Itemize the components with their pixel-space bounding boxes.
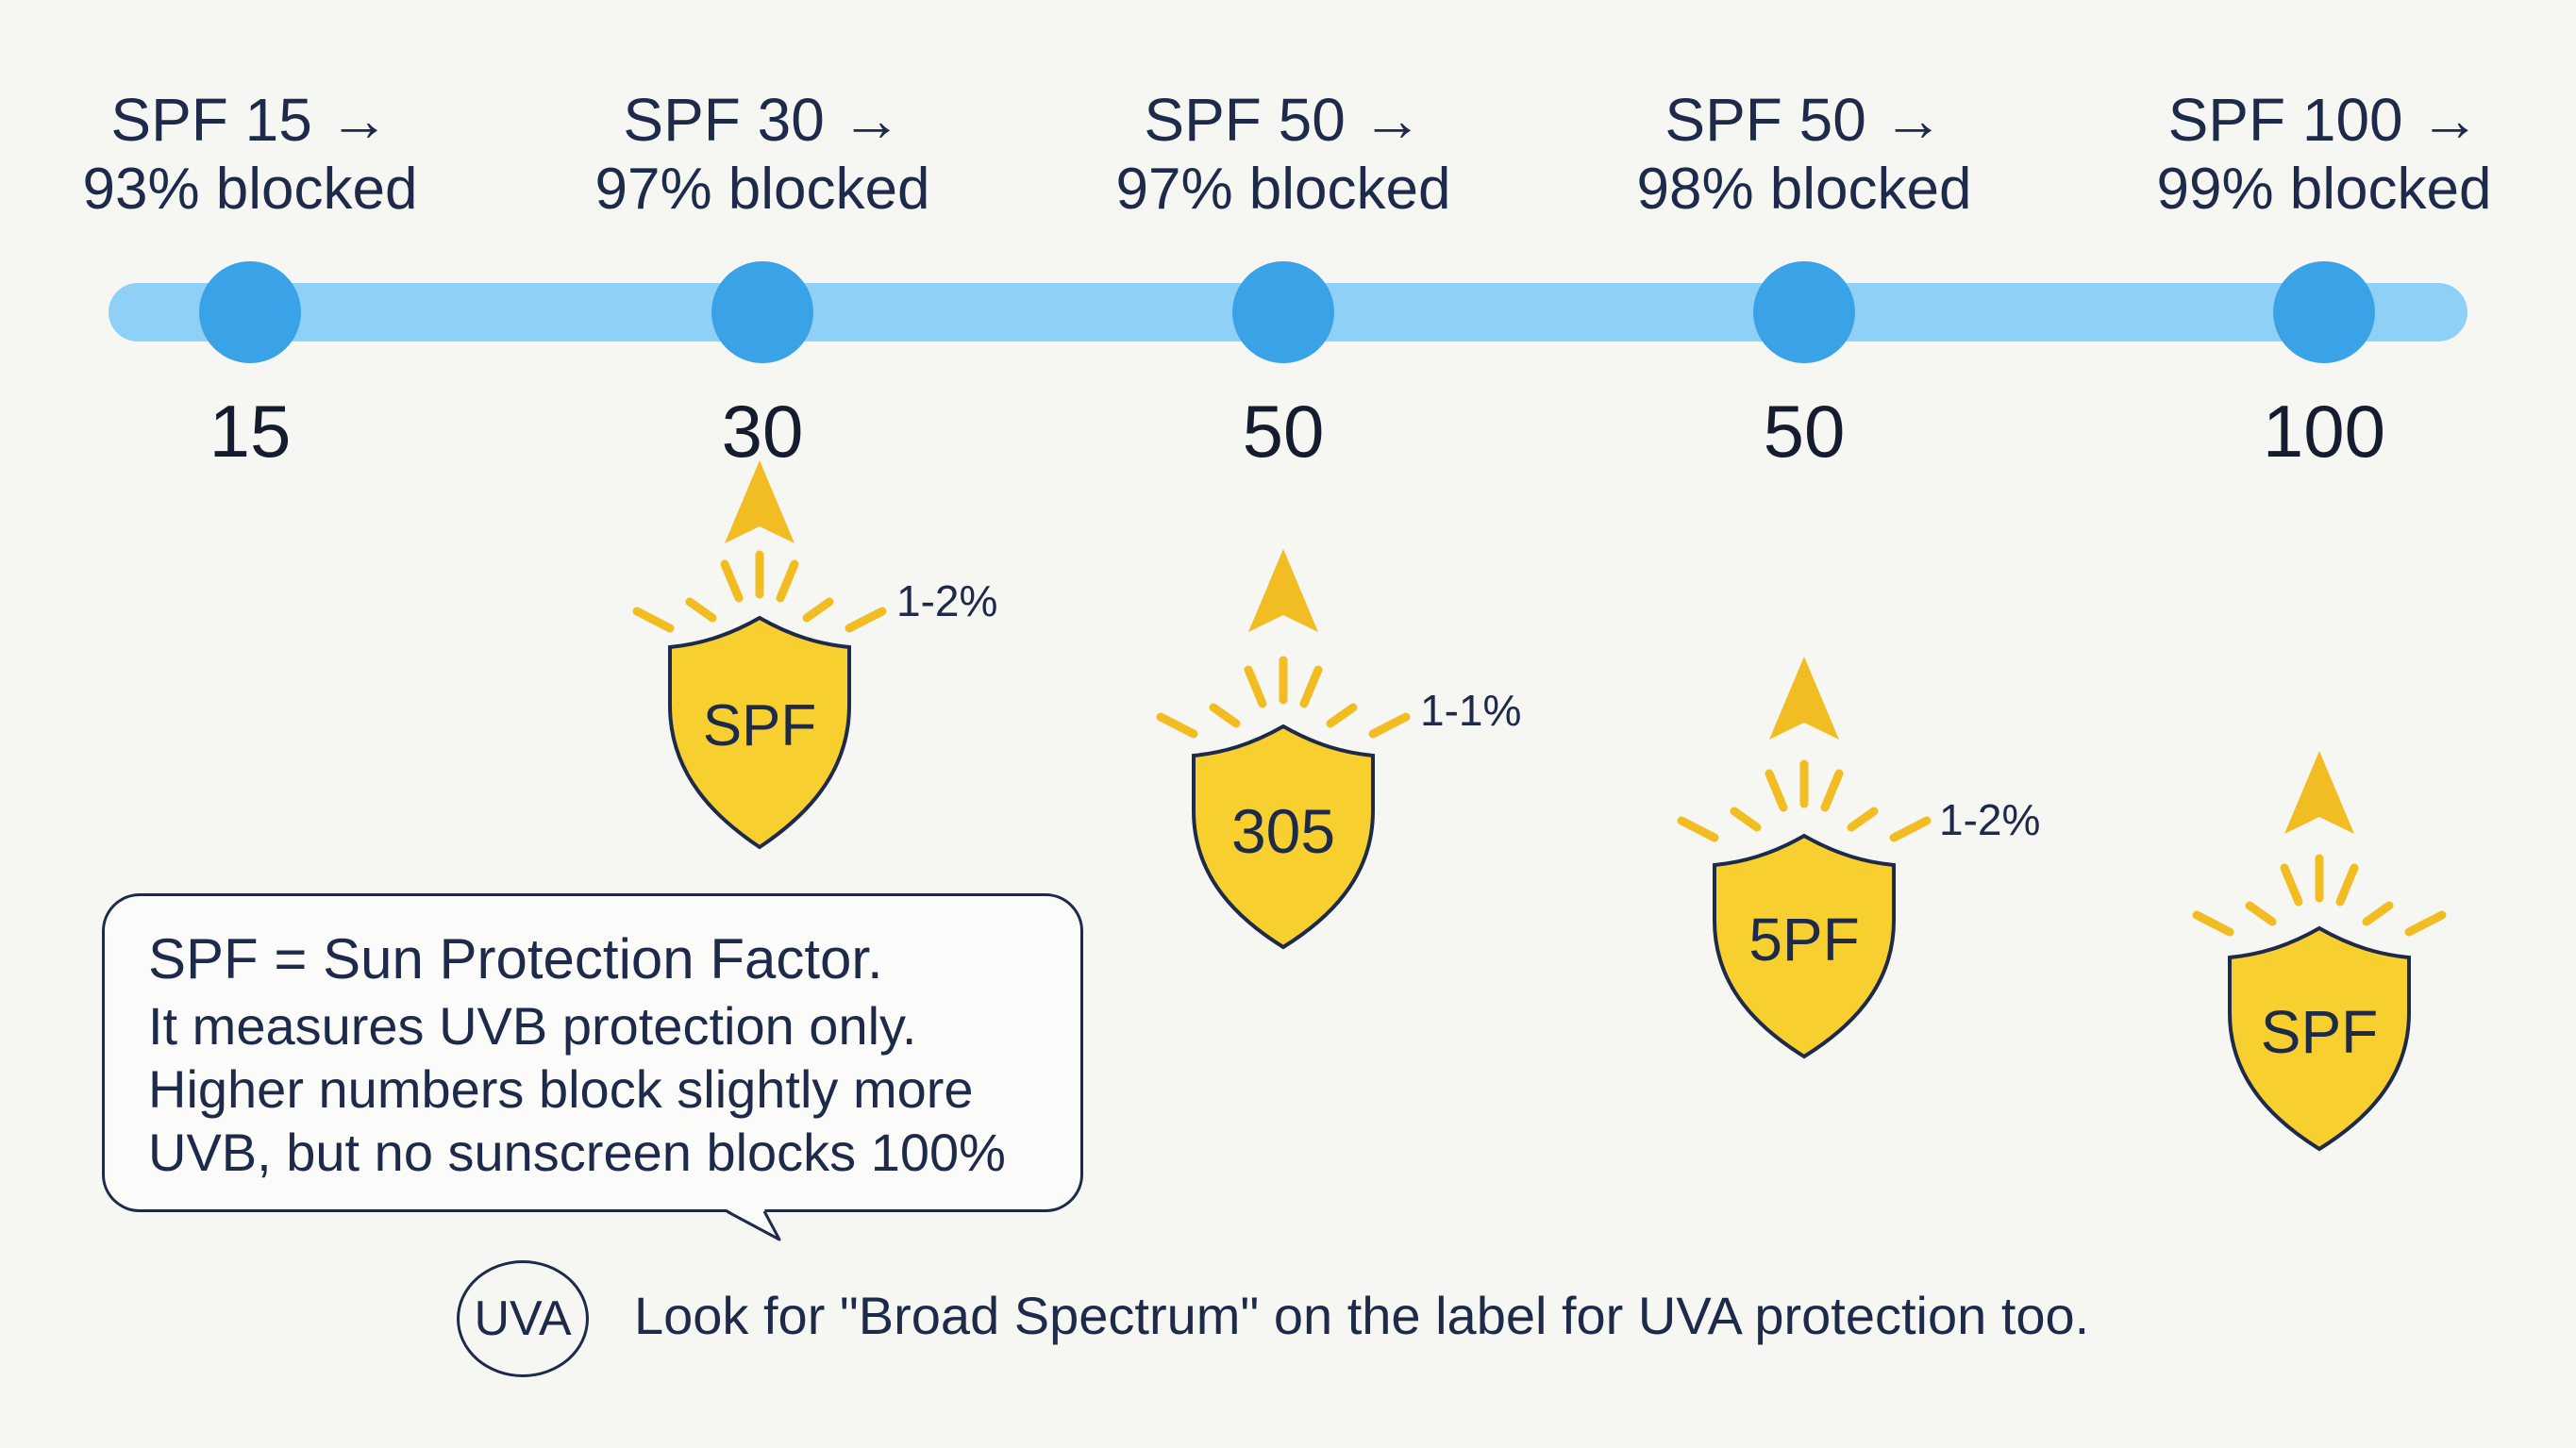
up-arrow-icon [1248,549,1318,632]
uva-badge: UVA [457,1260,589,1377]
shield-body [668,615,851,850]
shield-body [1713,833,1896,1059]
callout-tail [727,1209,781,1241]
sun-rays-icon [2192,854,2447,937]
stop-heading-spf-50-b: SPF 50 → 98% blocked [1597,85,2012,225]
tick-label: 100 [2262,390,2386,473]
sun-rays-icon [1677,759,1932,842]
shield-percent: 1-2% [896,576,998,625]
stop-heading: SPF 50 → [1144,86,1423,154]
callout-title: SPF = Sun Protection Factor. [148,927,883,990]
stop-blocked: 93% blocked [82,157,418,222]
shield-label: 305 [1231,796,1335,866]
callout-line: It measures UVB protection only. [148,996,917,1056]
stop-heading: SPF 15 → [110,86,390,154]
shield-label: SPF [703,693,817,758]
callout-line: UVB, but no sunscreen blocks 100% [148,1123,1006,1182]
timeline-node [2273,261,2375,363]
timeline-node [199,261,301,363]
tick-label: 50 [1242,390,1325,473]
shield-label: 5PF [1748,906,1859,974]
stop-heading: SPF 30 → [623,86,902,154]
tick-label: 15 [209,390,292,473]
shield-icon: 305 [1156,549,1411,950]
stop-heading: SPF 50 → [1664,86,1944,154]
up-arrow-icon [1769,657,1839,740]
timeline-node [1232,261,1334,363]
sun-rays-icon [632,550,887,633]
stop-blocked: 99% blocked [2156,157,2492,222]
sun-rays-icon [1156,656,1411,739]
up-arrow-icon [725,460,795,543]
stop-blocked: 98% blocked [1636,157,1972,222]
stop-blocked: 97% blocked [594,157,930,222]
shield-icon: 5PF [1677,657,1932,1059]
timeline-node [711,261,813,363]
info-callout: SPF = Sun Protection Factor. It measures… [102,893,1083,1212]
callout-line: Higher numbers block slightly more [148,1059,974,1119]
timeline-node [1753,261,1855,363]
shield-label: SPF [2261,998,2378,1066]
shield-icon: SPF [632,460,887,850]
shield-percent: 1-2% [1939,795,2041,844]
stop-heading-spf-15: SPF 15 → 93% blocked [42,85,458,225]
stop-heading-spf-30: SPF 30 → 97% blocked [555,85,970,225]
tick-label: 30 [721,390,804,473]
shield-body [1192,724,1375,950]
stop-heading-spf-100: SPF 100 → 99% blocked [2116,85,2532,225]
stop-blocked: 97% blocked [1115,157,1451,222]
shield-percent: 1-1% [1420,686,1522,735]
tick-label: 50 [1763,390,1846,473]
up-arrow-icon [2284,751,2354,834]
stop-heading-spf-50-a: SPF 50 → 97% blocked [1076,85,1491,225]
uva-note: Look for "Broad Spectrum" on the label f… [634,1286,2090,1345]
shield-icon: SPF [2192,751,2447,1152]
stop-heading: SPF 100 → [2167,86,2481,154]
shield-body [2228,925,2411,1152]
